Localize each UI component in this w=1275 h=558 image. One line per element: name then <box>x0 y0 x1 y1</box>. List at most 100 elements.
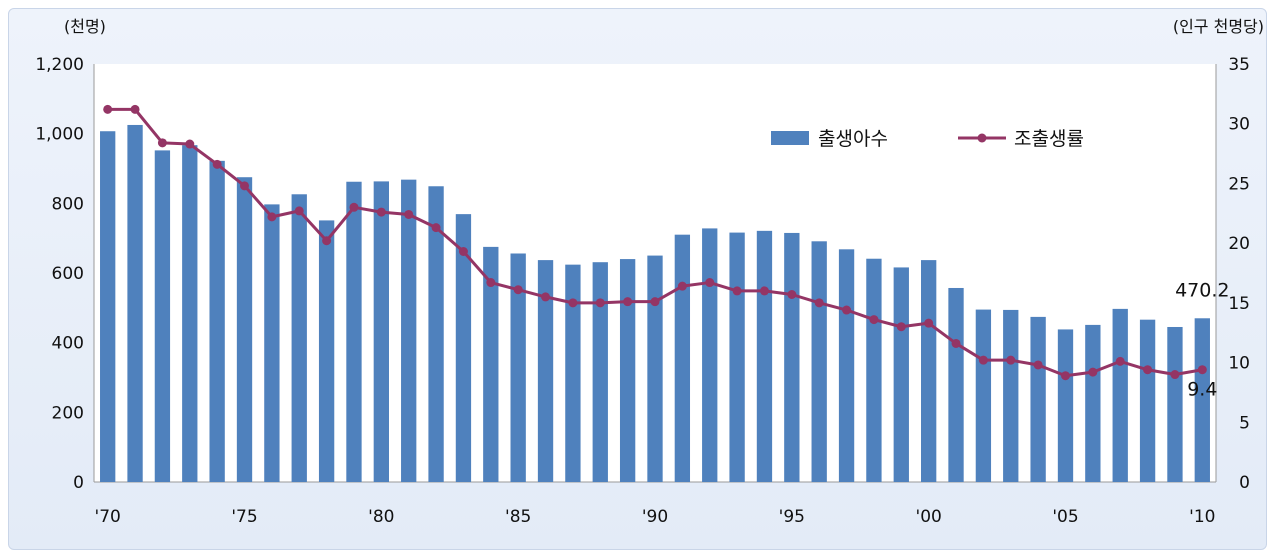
rate-point-1976 <box>267 212 277 222</box>
rate-point-2009 <box>1170 370 1180 380</box>
bar-1978 <box>318 220 335 482</box>
rate-point-1985 <box>513 285 523 295</box>
bar-2006 <box>1085 324 1101 482</box>
rate-point-1993 <box>732 286 742 296</box>
left-tick-label: 1,200 <box>35 55 84 75</box>
bar-1987 <box>565 264 581 482</box>
rate-point-1989 <box>623 297 633 307</box>
rate-point-1999 <box>896 322 906 332</box>
legend-label-births: 출생아수 <box>818 128 888 150</box>
left-tick-label: 1,000 <box>35 125 84 145</box>
bar-1999 <box>893 267 909 482</box>
rate-point-2010 <box>1197 365 1207 375</box>
rate-point-1970 <box>103 104 113 114</box>
bar-1975 <box>236 177 253 482</box>
bar-1992 <box>702 228 718 482</box>
rate-point-2002 <box>978 355 988 365</box>
x-tick-label: '90 <box>642 507 668 527</box>
x-tick-label: '00 <box>916 507 942 527</box>
bar-1980 <box>373 181 389 482</box>
bar-1970 <box>100 131 116 483</box>
right-tick-label: 15 <box>1228 294 1250 314</box>
bar-1996 <box>811 241 827 482</box>
rate-point-1998 <box>869 315 879 325</box>
bar-2004 <box>1030 316 1046 482</box>
bar-1993 <box>729 232 745 482</box>
bar-1997 <box>838 249 855 482</box>
bar-1976 <box>264 204 280 482</box>
left-tick-label: 800 <box>52 194 84 214</box>
bar-1984 <box>483 246 499 483</box>
right-tick-label: 10 <box>1228 354 1250 374</box>
right-tick-label: 5 <box>1239 413 1250 433</box>
bar-1990 <box>647 255 663 482</box>
right-tick-label: 0 <box>1239 473 1250 493</box>
x-tick-label: '70 <box>95 507 121 527</box>
rate-point-2004 <box>1033 360 1043 370</box>
rate-point-1988 <box>595 298 605 308</box>
bar-1979 <box>346 181 362 483</box>
bar-1983 <box>455 214 472 482</box>
legend-label-crude-birth-rate: 조출생률 <box>1014 128 1084 150</box>
left-tick-label: 400 <box>52 334 84 354</box>
rate-point-1990 <box>650 297 660 307</box>
x-tick-label: '95 <box>779 507 805 527</box>
rate-point-2001 <box>951 338 961 348</box>
left-tick-label: 200 <box>52 403 84 423</box>
rate-point-1973 <box>185 139 195 149</box>
left-tick-label: 0 <box>73 473 84 493</box>
births-2010-label: 470.2 <box>1175 279 1229 301</box>
bar-2003 <box>1003 309 1019 482</box>
rate-point-1995 <box>787 290 797 299</box>
rate-point-1982 <box>431 223 441 233</box>
rate-point-1984 <box>486 278 496 288</box>
bar-1981 <box>401 179 417 482</box>
right-tick-label: 35 <box>1228 55 1250 75</box>
right-axis-unit: (인구 천명당) <box>1173 17 1264 36</box>
bar-1986 <box>537 260 554 482</box>
rate-point-1991 <box>677 281 687 291</box>
rate-point-2006 <box>1088 367 1098 377</box>
bar-1974 <box>209 160 225 482</box>
rate-point-1978 <box>322 236 332 246</box>
right-tick-label: 20 <box>1228 234 1250 254</box>
rate-point-1979 <box>349 202 359 212</box>
bar-1972 <box>154 150 171 482</box>
rate-point-1980 <box>376 207 386 217</box>
rate-point-2007 <box>1115 356 1125 366</box>
rate-point-2003 <box>1006 355 1016 365</box>
rate-point-1992 <box>705 278 715 288</box>
rate-point-1996 <box>814 298 824 308</box>
rate-point-1997 <box>842 305 852 315</box>
rate-point-1972 <box>157 138 167 148</box>
bar-2002 <box>975 309 992 482</box>
rate-point-1975 <box>240 181 250 191</box>
bar-2009 <box>1167 326 1183 482</box>
rate-point-1994 <box>759 286 769 296</box>
rate-point-1971 <box>130 104 140 114</box>
rate-point-1977 <box>294 206 304 216</box>
bar-1995 <box>784 232 800 482</box>
bar-1988 <box>592 262 608 482</box>
rate-point-1983 <box>458 247 468 256</box>
bar-1973 <box>182 145 198 482</box>
bar-1985 <box>510 253 526 482</box>
rate-point-1974 <box>212 159 222 169</box>
x-tick-label: '05 <box>1052 507 1078 527</box>
x-tick-label: '10 <box>1189 507 1215 527</box>
bar-2000 <box>921 260 937 482</box>
x-tick-label: '80 <box>368 507 394 527</box>
rate-point-1986 <box>541 292 551 302</box>
legend: 출생아수 조출생률 <box>771 128 1084 150</box>
bar-2007 <box>1112 308 1128 482</box>
bar-1998 <box>866 258 882 482</box>
bar-2010 <box>1194 318 1210 482</box>
left-tick-label: 600 <box>52 264 84 284</box>
rate-point-2000 <box>924 318 934 328</box>
bar-1971 <box>127 124 143 483</box>
bar-2008 <box>1139 319 1156 482</box>
rate-point-2005 <box>1060 371 1070 381</box>
bar-2005 <box>1057 329 1074 482</box>
x-tick-label: '75 <box>231 507 257 527</box>
x-tick-label: '85 <box>505 507 531 527</box>
